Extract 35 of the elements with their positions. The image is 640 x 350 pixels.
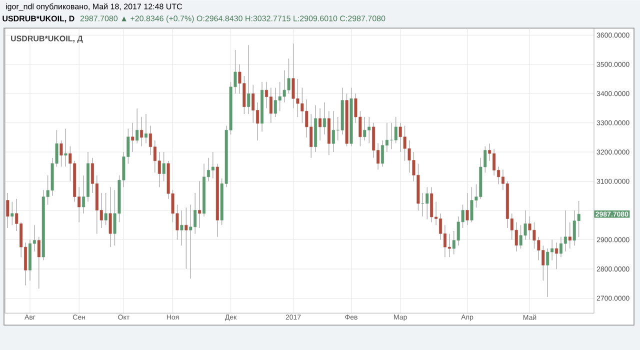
candlestick — [180, 210, 184, 246]
candlestick — [184, 207, 188, 269]
candlestick — [162, 152, 166, 182]
candlestick — [426, 186, 429, 220]
candlestick — [332, 110, 335, 152]
candlestick — [6, 192, 10, 228]
candlestick — [198, 180, 202, 228]
candlestick — [323, 102, 326, 135]
chart-subtitle: 2987.7080 ▲ +20.8346 (+0.7%) O:2964.8430 H:3032.7715 L:2909.6010 C:2987.7080 — [80, 15, 386, 23]
candlestick — [555, 242, 558, 270]
candlestick — [252, 84, 255, 124]
candlestick — [211, 152, 214, 179]
text: igor_ndl опубликовано, Май 18, 2017 12:48 UTC — [6, 3, 182, 11]
candlestick — [104, 192, 108, 226]
candlestick — [140, 116, 144, 146]
candlestick — [108, 186, 112, 248]
chart-title: USDRUB*UKOIL, D — [2, 16, 74, 22]
candlestick — [394, 116, 398, 144]
candlestick — [430, 186, 434, 222]
candlestick — [318, 108, 322, 141]
candlestick — [247, 44, 250, 114]
candlestick — [546, 248, 550, 298]
candlestick — [60, 140, 63, 167]
candlestick — [564, 210, 567, 252]
candlestick — [131, 122, 134, 152]
candlestick — [466, 192, 469, 226]
candlestick — [568, 222, 572, 249]
candlestick — [10, 201, 14, 226]
candlestick — [37, 236, 40, 289]
candlestick — [64, 128, 68, 167]
candlestick — [269, 87, 272, 124]
candlestick — [136, 108, 139, 144]
candlestick — [144, 114, 148, 144]
annotation: USDRUB*UKOIL, Д — [11, 36, 83, 43]
candlestick — [448, 234, 451, 258]
